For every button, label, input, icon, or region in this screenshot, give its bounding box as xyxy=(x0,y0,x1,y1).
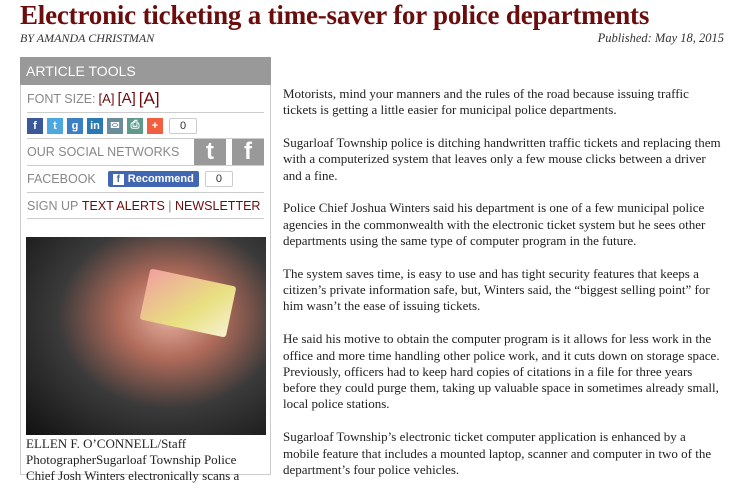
article-tools-header: ARTICLE TOOLS xyxy=(20,57,271,85)
paragraph: Sugarloaf Township’s electronic ticket c… xyxy=(283,429,712,477)
paragraph: Motorists, mind your manners and the rul… xyxy=(283,86,689,118)
article-tools-panel: ARTICLE TOOLS FONT SIZE: [A] [A] [A] f t… xyxy=(20,57,271,483)
email-icon[interactable]: ✉ xyxy=(107,117,123,134)
photo-caption: ELLEN F. O’CONNELL/Staff PhotographerSug… xyxy=(26,436,240,483)
google-plus-icon[interactable]: g xyxy=(67,117,83,134)
text-alerts-link[interactable]: TEXT ALERTS xyxy=(81,198,165,213)
newsletter-link[interactable]: NEWSLETTER xyxy=(175,198,261,213)
byline: BY AMANDA CHRISTMAN xyxy=(20,31,155,45)
share-row: f t g in ✉ ⎙ + 0 xyxy=(27,113,264,139)
font-size-large[interactable]: [A] xyxy=(138,88,160,108)
paragraph: Sugarloaf Township police is ditching ha… xyxy=(283,135,721,183)
share-count: 0 xyxy=(169,117,198,134)
facebook-row: FACEBOOK f Recommend 0 xyxy=(27,166,264,193)
paragraph: Police Chief Joshua Winters said his dep… xyxy=(283,200,706,249)
paragraph: He said his motive to obtain the compute… xyxy=(283,331,720,412)
font-size-label: FONT SIZE: xyxy=(27,91,96,106)
article-photo[interactable] xyxy=(26,237,266,435)
twitter-icon[interactable]: t xyxy=(47,117,63,134)
facebook-icon: f xyxy=(112,173,124,185)
social-networks-label: OUR SOCIAL NETWORKS xyxy=(27,145,180,159)
font-size-medium[interactable]: [A] xyxy=(117,90,136,107)
license-card xyxy=(139,268,237,338)
facebook-label: FACEBOOK xyxy=(27,172,96,186)
facebook-icon[interactable]: f xyxy=(232,139,264,165)
linkedin-icon[interactable]: in xyxy=(87,117,103,134)
article-title: Electronic ticketing a time-saver for po… xyxy=(20,0,650,30)
twitter-icon[interactable]: t xyxy=(194,139,226,165)
article-body: Motorists, mind your manners and the rul… xyxy=(283,86,723,495)
print-icon[interactable]: ⎙ xyxy=(127,117,143,134)
social-networks-row: OUR SOCIAL NETWORKS t f xyxy=(27,139,264,166)
published-date: Published: May 18, 2015 xyxy=(597,31,724,45)
font-size-small[interactable]: [A] xyxy=(98,91,115,106)
add-icon[interactable]: + xyxy=(147,117,163,134)
paragraph: The system saves time, is easy to use an… xyxy=(283,265,710,314)
signup-row: SIGN UP TEXT ALERTS | NEWSLETTER xyxy=(27,193,264,219)
font-size-row: FONT SIZE: [A] [A] [A] xyxy=(27,85,264,113)
recommend-label: Recommend xyxy=(127,173,194,185)
signup-label: SIGN UP xyxy=(27,198,79,213)
separator: | xyxy=(168,198,172,213)
recommend-count: 0 xyxy=(204,171,233,187)
recommend-button[interactable]: f Recommend xyxy=(107,171,199,187)
facebook-icon[interactable]: f xyxy=(27,117,43,134)
